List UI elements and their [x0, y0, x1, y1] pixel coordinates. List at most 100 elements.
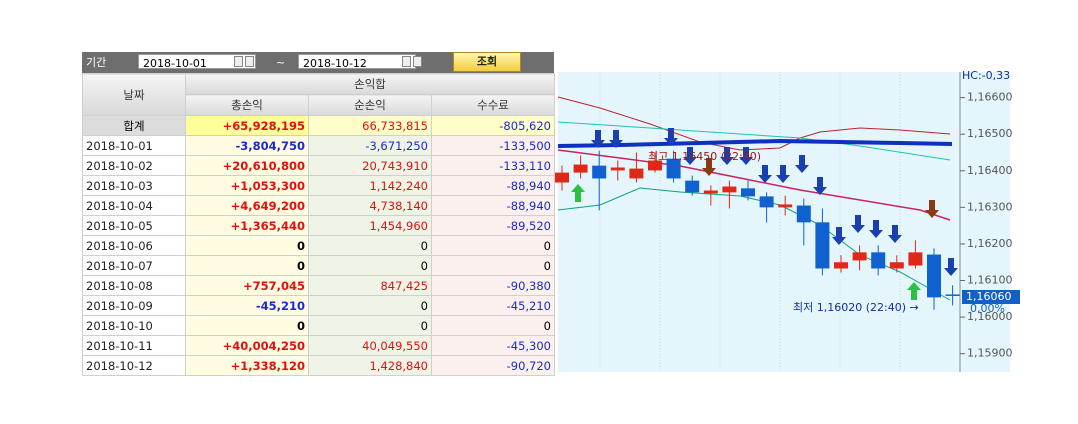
start-date[interactable]: 2018-10-01	[138, 54, 256, 70]
candle-body	[889, 262, 904, 269]
value-cell: -3,671,250	[308, 135, 432, 156]
plot-background	[558, 72, 1010, 372]
candle-body	[759, 196, 774, 208]
period-label: 기간	[86, 56, 107, 69]
group-header: 손익합	[185, 73, 555, 95]
current-price-box	[962, 290, 1020, 304]
table-row: 2018-10-08 +757,045 847,425 -90,380	[82, 275, 555, 296]
candle-body	[648, 160, 662, 171]
value-cell: +757,045	[185, 275, 309, 296]
date-cell: 2018-10-04	[82, 195, 186, 216]
ma-line	[557, 121, 951, 161]
value-cell: 0	[308, 315, 432, 336]
toolbar: 기간 2018-10-01 ~ 2018-10-12 조회	[82, 52, 554, 73]
table-row: 2018-10-10 0 0 0	[82, 315, 555, 336]
value-cell: 0	[431, 315, 555, 336]
pnl-table: 날짜 손익합 총손익 순손익 수수료 합계 +65,928,195 66,733,815…	[82, 73, 555, 376]
value-cell: 1,428,840	[308, 355, 432, 376]
y-tick-label: 1,16000	[967, 310, 1013, 323]
value-cell: -133,110	[431, 155, 555, 176]
value-cell: -45,210	[431, 295, 555, 316]
y-tick-label: 1,16200	[967, 237, 1013, 250]
value-cell: 0	[431, 255, 555, 276]
candle-body	[908, 252, 923, 266]
table-row: 2018-10-12 +1,338,120 1,428,840 -90,720	[82, 355, 555, 376]
value-cell: +1,365,440	[185, 215, 309, 236]
candle-body	[871, 252, 886, 269]
candle-body	[629, 168, 644, 179]
column-header: 총손익	[185, 94, 309, 116]
value-cell: -805,620	[431, 115, 555, 136]
current-price: 1,16060	[966, 290, 1012, 303]
candle-body	[945, 294, 960, 296]
high-annotation: 최고 1,16450 (22:00)	[648, 150, 761, 163]
value-cell: -3,804,750	[185, 135, 309, 156]
column-header: 수수료	[431, 94, 555, 116]
value-cell: 40,049,550	[308, 335, 432, 356]
date-cell: 2018-10-03	[82, 175, 186, 196]
candle-body	[666, 158, 681, 179]
date-cell: 2018-10-07	[82, 255, 186, 276]
y-tick-label: 1,16500	[967, 127, 1013, 140]
y-tick-label: 1,16600	[967, 91, 1013, 104]
candle-body	[703, 190, 718, 194]
table-row: 2018-10-01 -3,804,750 -3,671,250 -133,500	[82, 135, 555, 156]
tilde: ~	[276, 56, 286, 69]
spin[interactable]	[234, 56, 243, 67]
table-row: 2018-10-05 +1,365,440 1,454,960 -89,520	[82, 215, 555, 236]
query-button[interactable]: 조회	[453, 52, 521, 72]
v-grid	[599, 72, 901, 372]
candle-body	[685, 180, 700, 193]
candle-body	[592, 165, 607, 179]
value-cell: +20,610,800	[185, 155, 309, 176]
hc-label: HC:-0,33	[962, 69, 1010, 82]
value-cell: +65,928,195	[185, 115, 309, 136]
table-row: 2018-10-04 +4,649,200 4,738,140 -88,940	[82, 195, 555, 216]
candle-body	[852, 252, 867, 261]
upper-band	[557, 96, 951, 151]
value-cell: 1,454,960	[308, 215, 432, 236]
value-cell: 4,738,140	[308, 195, 432, 216]
ma-line	[557, 149, 951, 221]
low-annotation: 최저 1,16020 (22:40) →	[793, 301, 919, 314]
candle-body	[834, 262, 848, 269]
date-cell: 2018-10-05	[82, 215, 186, 236]
dropdown[interactable]	[245, 56, 254, 67]
value-cell: -133,500	[431, 135, 555, 156]
date-cell: 2018-10-12	[82, 355, 186, 376]
candle-body	[573, 164, 588, 173]
dropdown[interactable]	[413, 56, 422, 67]
y-tick-label: 1,16300	[967, 200, 1013, 213]
spin[interactable]	[402, 56, 411, 67]
value-cell: +4,649,200	[185, 195, 309, 216]
trend-line	[557, 138, 953, 148]
value-cell: 20,743,910	[308, 155, 432, 176]
change-percent: 0,00%	[970, 302, 1005, 315]
candle-body	[610, 167, 625, 171]
candle-body	[927, 254, 941, 298]
table-row: 합계 +65,928,195 66,733,815 -805,620	[82, 115, 555, 136]
candle-body	[722, 186, 737, 193]
column-header: 순손익	[308, 94, 432, 116]
value-cell: -89,520	[431, 215, 555, 236]
value-cell: +40,004,250	[185, 335, 309, 356]
value-cell: -90,380	[431, 275, 555, 296]
value-cell: -45,300	[431, 335, 555, 356]
candle-body	[778, 204, 793, 208]
table-row: 2018-10-11 +40,004,250 40,049,550 -45,300	[82, 335, 555, 356]
value-cell: 0	[431, 235, 555, 256]
candle-body	[796, 205, 811, 223]
value-cell: -90,720	[431, 355, 555, 376]
value-cell: 66,733,815	[308, 115, 432, 136]
value-cell: -88,940	[431, 195, 555, 216]
value-cell: -88,940	[431, 175, 555, 196]
value-cell: 1,142,240	[308, 175, 432, 196]
value-cell: 0	[185, 235, 309, 256]
y-tick-label: 1,16400	[967, 164, 1013, 177]
y-tick-label: 1,15900	[967, 347, 1013, 360]
table-row: 2018-10-02 +20,610,800 20,743,910 -133,110	[82, 155, 555, 176]
candle-body	[815, 222, 830, 269]
value-cell: 0	[308, 295, 432, 316]
